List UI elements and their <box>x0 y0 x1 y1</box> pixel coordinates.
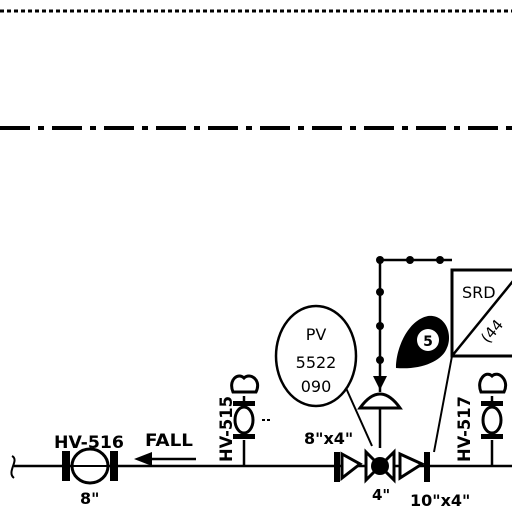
fall-arrow <box>134 452 196 466</box>
reducer-lower-right-label: 10"x4" <box>410 491 470 510</box>
pv-suffix: 090 <box>301 377 332 396</box>
srd-connector <box>433 355 453 453</box>
hv516-tag: HV-516 <box>54 433 124 453</box>
signal-line <box>376 256 452 392</box>
hv515-tag: HV-515 <box>217 396 237 462</box>
badge-number: 5 <box>423 334 433 350</box>
pv-letters: PV <box>306 325 327 344</box>
srd-label: SRD <box>462 283 496 302</box>
srd-box[interactable] <box>450 268 512 358</box>
reducer-upper-label: 8"x4" <box>304 429 353 448</box>
valve-actuator <box>357 392 403 448</box>
reducer-lower-left-label: 4" <box>372 486 390 504</box>
hv516-size-label: 8" <box>80 489 99 508</box>
valve-hv516[interactable] <box>62 447 118 485</box>
hv517-tag: HV-517 <box>455 396 475 462</box>
fall-label: FALL <box>145 431 193 451</box>
line-break-symbol <box>10 455 16 479</box>
pv-instrument-bubble[interactable] <box>274 304 358 408</box>
pv-number: 5522 <box>296 353 337 372</box>
control-valve-pv5522[interactable] <box>334 448 430 484</box>
signal-arrowhead <box>373 376 387 390</box>
valve-hv515[interactable] <box>230 374 270 466</box>
callout-badge[interactable] <box>396 315 450 369</box>
valve-hv517[interactable] <box>478 372 507 466</box>
pv-leader-line <box>345 387 373 447</box>
